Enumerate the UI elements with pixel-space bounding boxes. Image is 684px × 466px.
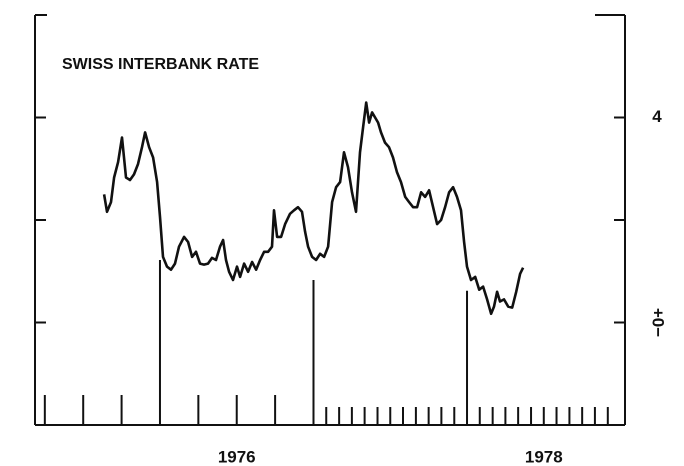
y-tick-label: +0−: [649, 308, 668, 337]
x-tick-label: 1976: [218, 447, 256, 466]
chart-title: SWISS INTERBANK RATE: [62, 56, 259, 73]
rate-line: [102, 101, 525, 316]
x-tick-label: 1978: [525, 447, 563, 466]
y-tick-label: 4: [652, 107, 662, 126]
